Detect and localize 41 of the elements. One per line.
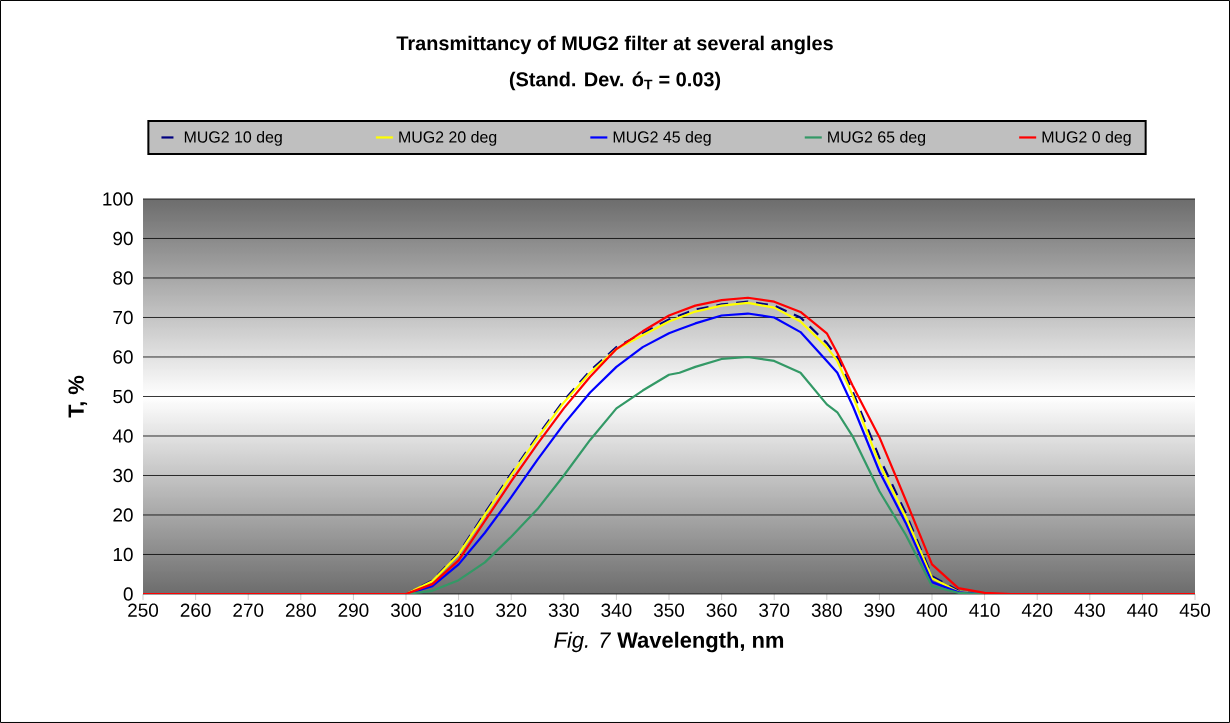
- x-tick-label: 320: [496, 603, 527, 617]
- chart-subtitle: (Stand. Dev. ó$_{T}$ = 0.03): [509, 71, 721, 91]
- legend-label: MUG2 10 deg: [184, 130, 282, 146]
- x-tick-label: 430: [1074, 603, 1105, 617]
- x-tick-label: 270: [233, 603, 264, 617]
- y-tick-label: 20: [113, 508, 133, 522]
- y-tick-label: 80: [113, 271, 133, 285]
- y-tick-label: 40: [112, 429, 133, 443]
- legend-label: MUG2 20 deg: [399, 130, 497, 146]
- y-tick-label: 10: [113, 547, 133, 562]
- x-tick-label: 280: [285, 603, 316, 617]
- x-tick-label: 340: [601, 603, 632, 617]
- y-tick-label: 60: [113, 350, 133, 364]
- x-tick-label: 360: [706, 603, 737, 617]
- legend-label: MUG2 65 deg: [828, 130, 926, 146]
- x-tick-label: 290: [338, 603, 369, 617]
- x-tick-label: 440: [1127, 603, 1158, 617]
- x-tick-label: 260: [180, 603, 211, 617]
- y-tick-label: 100: [103, 192, 133, 206]
- y-tick-label: 0: [123, 587, 133, 601]
- legend-label: MUG2 45 deg: [613, 130, 711, 146]
- legend-label: MUG2 0 deg: [1042, 130, 1131, 146]
- y-tick-label: 70: [113, 310, 133, 325]
- x-tick-label: 400: [916, 603, 948, 617]
- y-axis-title: T, %: [68, 375, 88, 418]
- x-tick-label: 300: [390, 603, 422, 617]
- x-tick-label: 330: [548, 603, 579, 617]
- x-tick-label: 420: [1021, 603, 1053, 617]
- x-tick-label: 380: [811, 603, 842, 617]
- y-tick-label: 90: [113, 231, 133, 246]
- y-tick-label: 30: [113, 468, 133, 483]
- y-tick-label: 50: [113, 389, 133, 404]
- x-tick-label: 310: [443, 603, 474, 617]
- chart-title: Transmittancy of MUG2 filter at several angles: [396, 35, 833, 55]
- x-axis-title: Fig. 7 Wavelength, nm: [554, 631, 784, 653]
- x-tick-label: 370: [759, 603, 790, 617]
- x-tick-label: 450: [1179, 603, 1211, 617]
- x-tick-label: 390: [864, 603, 895, 617]
- x-tick-label: 410: [969, 603, 1000, 617]
- x-tick-label: 350: [653, 603, 685, 617]
- x-tick-label: 250: [128, 603, 159, 617]
